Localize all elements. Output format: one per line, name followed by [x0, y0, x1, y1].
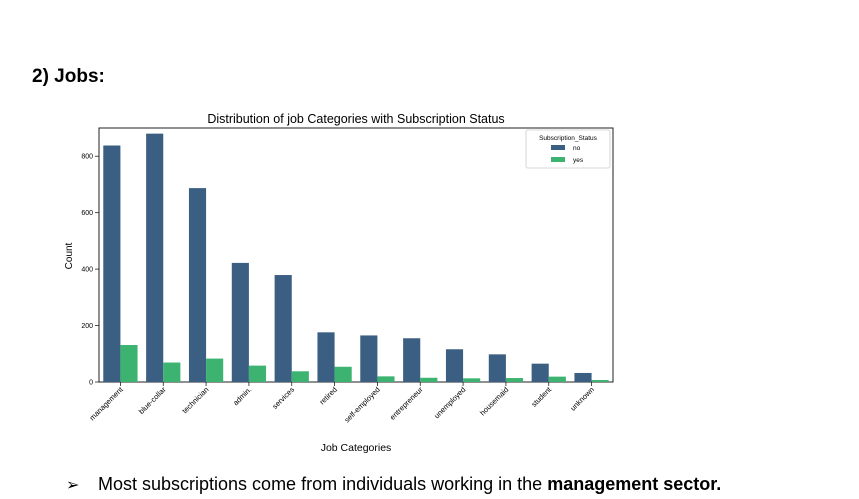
bullet-text: Most subscriptions come from individuals…: [98, 474, 548, 494]
x-tick-label: blue-collar: [137, 385, 168, 416]
bars-group: [103, 133, 609, 382]
x-tick-label: self-employed: [342, 385, 381, 424]
bar-no-blue-collar: [146, 133, 164, 382]
chart-title: Distribution of job Categories with Subs…: [207, 112, 504, 126]
bar-yes-housemaid: [505, 378, 524, 382]
x-tick-label: entrepreneur: [388, 385, 425, 422]
bar-yes-unemployed: [463, 378, 481, 382]
x-tick-label: admin.: [231, 385, 253, 407]
bar-yes-blue-collar: [163, 362, 181, 382]
bar-no-unknown: [574, 372, 592, 382]
bar-yes-management: [120, 345, 138, 382]
x-tick-label: technician: [180, 385, 210, 415]
bar-yes-self-employed: [377, 376, 395, 382]
bar-no-unemployed: [445, 349, 464, 382]
bar-no-services: [274, 275, 292, 382]
bar-no-housemaid: [488, 354, 506, 382]
legend-title: Subscription_Status: [539, 135, 598, 142]
y-tick-label: 400: [81, 267, 93, 274]
y-axis: 0 200 400 600 800: [81, 154, 99, 387]
legend: Subscription_Status no yes: [525, 129, 611, 169]
x-tick-label: unknown: [568, 385, 596, 413]
bullet-point: ➢ Most subscriptions come from individual…: [66, 474, 721, 495]
section-heading: 2) Jobs:: [32, 66, 105, 87]
bar-no-entrepreneur: [403, 338, 421, 382]
x-tick-label: unemployed: [432, 385, 467, 420]
bar-yes-student: [548, 376, 566, 382]
bar-no-technician: [188, 188, 207, 382]
arrow-bullet-icon: ➢: [66, 477, 80, 494]
bar-yes-entrepreneur: [420, 377, 438, 382]
plot-frame: [98, 127, 614, 383]
bar-yes-retired: [334, 366, 352, 382]
legend-label-no: no: [573, 145, 581, 152]
legend-label-yes: yes: [573, 157, 584, 164]
bar-no-student: [531, 363, 549, 382]
bar-no-self-employed: [360, 335, 378, 382]
legend-swatch-no: [551, 145, 565, 150]
bar-yes-services: [291, 371, 309, 382]
y-tick-label: 800: [81, 154, 93, 161]
y-tick-label: 600: [81, 210, 93, 217]
x-tick-label: services: [270, 385, 296, 411]
bar-yes-technician: [206, 358, 224, 382]
bar-no-management: [103, 145, 121, 382]
legend-swatch-yes: [551, 157, 565, 162]
y-tick-label: 200: [81, 323, 93, 330]
bar-yes-admin: [248, 365, 267, 382]
legend-box: [525, 129, 611, 169]
x-tick-label: management: [88, 384, 126, 422]
y-tick-label: 0: [89, 380, 93, 387]
x-axis: management blue-collar technician admin. ser…: [88, 382, 596, 424]
x-tick-label: retired: [318, 385, 339, 406]
bar-no-retired: [317, 332, 335, 382]
job-subscription-chart: Distribution of job Categories with Subs…: [64, 112, 614, 454]
x-tick-label: student: [529, 384, 553, 408]
bar-no-admin: [231, 262, 249, 382]
bullet-text-bold: management sector.: [547, 474, 722, 494]
x-axis-label: Job Categories: [321, 442, 392, 454]
x-tick-label: housemaid: [478, 385, 510, 417]
y-axis-label: Count: [64, 242, 75, 269]
bar-yes-unknown: [591, 380, 609, 382]
